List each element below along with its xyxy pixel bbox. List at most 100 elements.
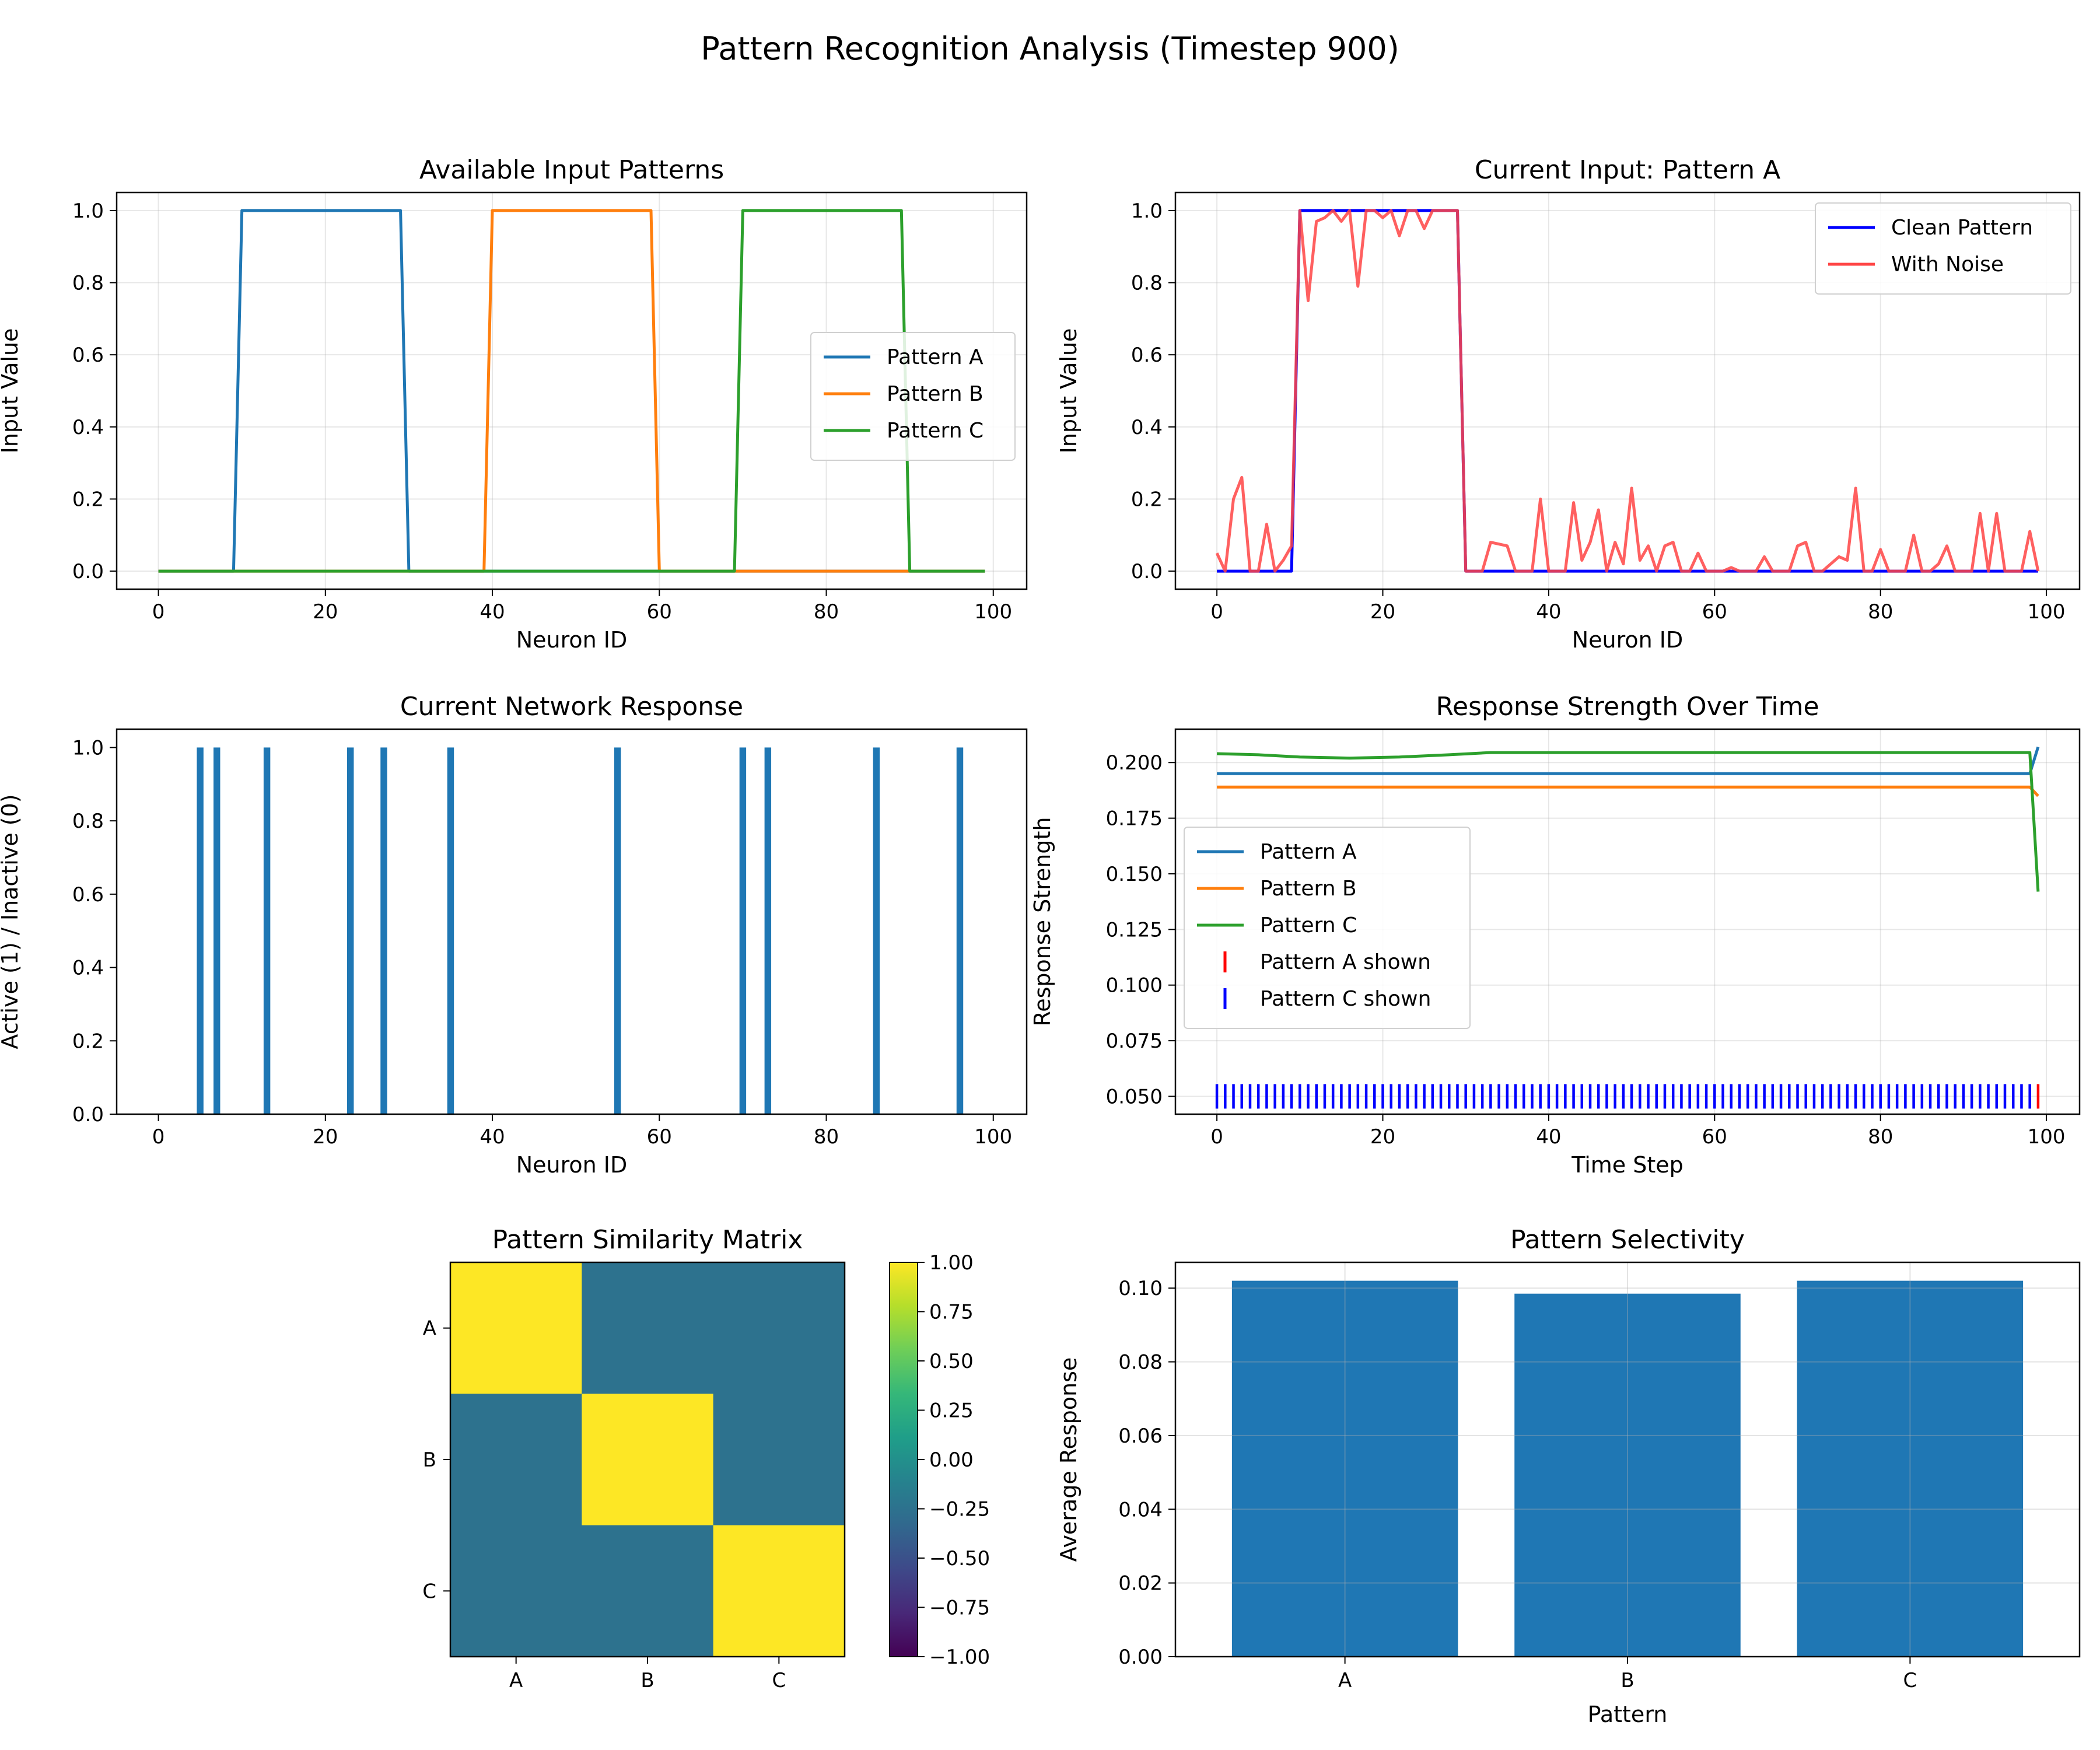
axes-frame: [116, 728, 1028, 1115]
series-line: [1217, 751, 2040, 892]
y-tick-label: 0.075: [1106, 1030, 1163, 1053]
y-tick-label: 0.050: [1106, 1085, 1163, 1108]
y-tick-label: 0.6: [1131, 344, 1163, 367]
y-tick-label: 0.4: [72, 416, 104, 439]
series-line: [1217, 746, 2040, 775]
response-bar: [956, 747, 964, 1114]
y-tick-label: 0.200: [1106, 751, 1163, 775]
panel-title: Current Network Response: [400, 692, 743, 722]
y-axis-label: Input Value: [0, 328, 23, 454]
x-tick-label: 100: [974, 600, 1012, 624]
y-tick-label: 0.8: [72, 272, 104, 295]
x-tick-label: 20: [1370, 600, 1395, 624]
y-tick-label: 0.02: [1118, 1572, 1163, 1595]
colorbar-tick-label: 0.00: [929, 1448, 974, 1472]
response-bar: [347, 747, 354, 1114]
legend-box: [810, 332, 1016, 461]
legend-label: Pattern A: [1260, 840, 1357, 864]
x-axis-label: Time Step: [1571, 1152, 1684, 1178]
y-tick-label: 0.2: [72, 1030, 104, 1053]
colorbar-tick-label: −1.00: [929, 1646, 990, 1669]
response-bar: [380, 747, 387, 1114]
y-tick-label: 0.6: [72, 344, 104, 367]
y-tick-label: 0.0: [72, 1103, 104, 1126]
legend-label: Pattern B: [1260, 877, 1357, 901]
response-bar: [614, 747, 621, 1114]
x-tick-label: 0: [1210, 600, 1223, 624]
current-input-plot-area: [1215, 209, 2040, 573]
series-line: [1215, 209, 2040, 573]
legend-label: Clean Pattern: [1891, 216, 2033, 240]
figure-title: Pattern Recognition Analysis (Timestep 9…: [701, 30, 1399, 67]
legend-label: Pattern C: [887, 419, 984, 443]
heatmap-cell: [582, 1262, 714, 1394]
legend-label: Pattern A shown: [1260, 950, 1431, 974]
y-tick-label: 0.0: [72, 560, 104, 583]
input-patterns-axes: 0 20 40 60 80 100 0.0 0.2 0.4 0.6 0.8 1.0 Available …: [0, 155, 1028, 653]
y-tick-label: 0.0: [1131, 560, 1163, 583]
response-strength-plot-area: [1215, 746, 2040, 1109]
x-tick-label: A: [509, 1669, 523, 1692]
y-axis-label: Active (1) / Inactive (0): [0, 794, 23, 1049]
selectivity-axes: A B C 0.00 0.02 0.04 0.06 0.08 0.10 Pattern Selec…: [1056, 1225, 2081, 1727]
legend-label: Pattern A: [887, 345, 984, 369]
y-tick-label: 0.150: [1106, 863, 1163, 886]
y-tick-label: 1.0: [1131, 200, 1163, 223]
colorbar: [889, 1262, 918, 1657]
heatmap-cell: [713, 1525, 845, 1657]
y-tick-label: 0.2: [1131, 488, 1163, 511]
x-tick-label: 0: [1210, 1125, 1223, 1149]
axes-frame: [1174, 1261, 2081, 1658]
x-tick-label: 0: [152, 600, 165, 624]
colorbar-tick-label: 0.75: [929, 1301, 974, 1324]
x-axis-label: Neuron ID: [516, 627, 628, 653]
y-tick-label: 0.100: [1106, 974, 1163, 998]
x-tick-label: A: [1338, 1669, 1352, 1692]
x-tick-label: 40: [480, 1125, 505, 1149]
x-tick-label: 20: [313, 1125, 338, 1149]
similarity-matrix-axes: A A B B C C Pattern Similarity Matrix 1.00 0.75 0…: [422, 1225, 990, 1692]
axes-frame: [116, 191, 1028, 590]
x-tick-label: B: [640, 1669, 654, 1692]
legend-label: Pattern C: [1260, 914, 1357, 937]
y-axis-label: Average Response: [1056, 1357, 1082, 1562]
y-axis-label: Input Value: [1056, 328, 1082, 454]
series-line: [158, 209, 985, 573]
y-tick-label: 0.2: [72, 488, 104, 511]
x-tick-label: 80: [1868, 600, 1893, 624]
heatmap-cell: [450, 1394, 582, 1526]
x-tick-label: 40: [1536, 1125, 1561, 1149]
y-tick-label: 0.00: [1118, 1646, 1163, 1669]
y-tick-label: 1.0: [72, 200, 104, 223]
axes-frame: [1174, 728, 2081, 1115]
network-response-axes: 0 20 40 60 80 100 0.0 0.2 0.4 0.6 0.8 1.0 Current Ne…: [0, 692, 1028, 1178]
y-tick-label: 0.04: [1118, 1498, 1163, 1521]
response-bar: [764, 747, 772, 1114]
x-tick-label: 100: [2028, 1125, 2066, 1149]
x-tick-label: 20: [313, 600, 338, 624]
y-tick-label: C: [422, 1580, 436, 1603]
legend-label: Pattern C shown: [1260, 987, 1431, 1011]
y-tick-label: 0.08: [1118, 1351, 1163, 1374]
charts-container: 0 20 40 60 80 100 0.0 0.2 0.4 0.6 0.8 1.0 Available …: [0, 155, 2081, 1727]
x-tick-label: 100: [2028, 600, 2066, 624]
response-strength-axes: 0 20 40 60 80 100 0.050 0.075 0.100 0.125 0.150 0.1…: [1030, 692, 2081, 1178]
response-bar: [197, 747, 204, 1114]
response-bar: [873, 747, 880, 1114]
y-tick-label: 0.8: [1131, 272, 1163, 295]
x-axis-label: Neuron ID: [516, 1152, 628, 1178]
network-response-plot-area: [197, 747, 964, 1114]
x-tick-label: C: [772, 1669, 786, 1692]
y-tick-label: 0.125: [1106, 918, 1163, 942]
response-bar: [214, 747, 220, 1114]
y-tick-label: 0.10: [1118, 1277, 1163, 1300]
series-line: [1217, 785, 2039, 797]
heatmap-cell: [582, 1525, 714, 1657]
colorbar-tick-label: 0.25: [929, 1399, 974, 1423]
panel-title: Pattern Similarity Matrix: [492, 1225, 803, 1255]
x-tick-label: 20: [1370, 1125, 1395, 1149]
selectivity-bar: [1797, 1280, 2024, 1657]
response-bar: [263, 747, 271, 1114]
x-tick-label: 60: [1702, 600, 1727, 624]
